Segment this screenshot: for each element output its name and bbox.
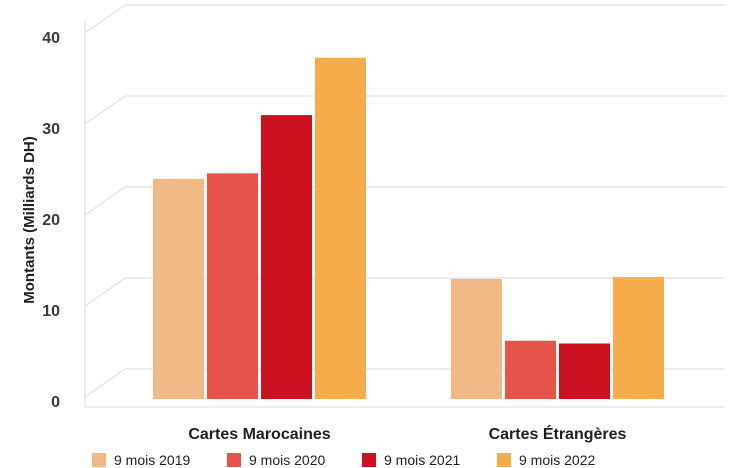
y-tick-label: 40 [42,30,60,47]
y-tick-label: 30 [42,121,60,138]
bars [153,57,664,399]
bar [153,178,204,399]
legend-swatch [227,453,241,467]
category-label: Cartes Étrangères [489,424,627,443]
category-labels: Cartes Marocaines Cartes Étrangères [188,424,626,443]
bar [559,343,610,399]
category-label: Cartes Marocaines [188,426,330,443]
bar [261,115,312,399]
legend-item: 9 mois 2022 [497,452,595,468]
bar [207,173,258,399]
legend-swatch [92,453,106,467]
legend: 9 mois 2019 9 mois 2020 9 mois 2021 9 mois … [0,452,731,468]
y-tick-labels: 0 10 20 30 40 [42,30,60,411]
y-tick-label: 0 [51,394,60,411]
y-axis-label: Montants (Milliards DH) [21,136,38,304]
gridline-diagonal [84,95,126,125]
bar [451,278,502,399]
legend-item: 9 mois 2019 [92,452,190,468]
bar [505,340,556,399]
gridline-diagonal [84,368,126,398]
y-tick-label: 20 [42,212,60,229]
gridline-diagonal [84,277,126,307]
legend-swatch [362,453,376,467]
bar [315,57,366,399]
legend-label: 9 mois 2022 [519,452,596,468]
legend-label: 9 mois 2020 [249,452,326,468]
y-tick-label: 10 [42,303,60,320]
bar-chart: 0 10 20 30 40 Cartes Marocaines Cartes Étrang… [21,4,725,443]
legend-label: 9 mois 2019 [114,452,191,468]
legend-item: 9 mois 2021 [362,452,460,468]
legend-label: 9 mois 2021 [384,452,461,468]
legend-swatch [497,453,511,467]
gridline-diagonal [84,186,126,216]
axes [84,20,725,408]
legend-item: 9 mois 2020 [227,452,325,468]
bar [613,277,664,399]
gridline-diagonal [84,4,126,34]
